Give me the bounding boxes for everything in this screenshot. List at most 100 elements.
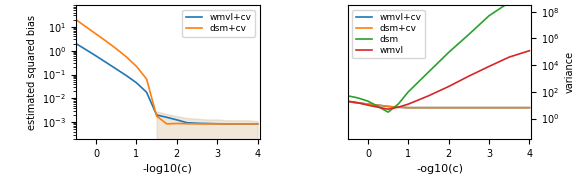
wmvl+cv — [405, 107, 412, 109]
wmvl — [425, 95, 432, 97]
Y-axis label: variance: variance — [565, 51, 575, 93]
wmvl+cv — [374, 104, 381, 106]
dsm — [395, 103, 402, 105]
wmvl — [385, 108, 392, 110]
dsm — [405, 91, 412, 93]
dsm+cv — [465, 107, 472, 109]
wmvl — [526, 50, 533, 52]
dsm — [354, 97, 361, 99]
dsm+cv — [214, 123, 221, 125]
wmvl+cv — [485, 107, 492, 109]
dsm — [506, 1, 513, 3]
wmvl — [506, 56, 513, 58]
wmvl+cv — [133, 82, 140, 84]
dsm — [374, 105, 381, 108]
dsm+cv — [344, 101, 351, 103]
wmvl+cv — [123, 75, 130, 77]
dsm+cv — [82, 26, 89, 28]
wmvl+cv — [526, 107, 533, 109]
dsm — [385, 111, 392, 113]
dsm — [344, 95, 351, 97]
dsm+cv — [374, 104, 381, 106]
wmvl — [395, 106, 402, 108]
wmvl+cv — [465, 107, 472, 109]
wmvl+cv — [103, 61, 110, 64]
dsm — [485, 15, 492, 17]
dsm+cv — [183, 123, 190, 125]
wmvl+cv — [254, 123, 261, 125]
dsm+cv — [485, 107, 492, 109]
dsm+cv — [133, 65, 140, 67]
dsm+cv — [526, 107, 533, 109]
dsm+cv — [123, 56, 130, 58]
dsm+cv — [244, 123, 251, 125]
wmvl+cv — [143, 91, 150, 93]
Line: wmvl+cv: wmvl+cv — [76, 43, 258, 124]
dsm+cv — [405, 107, 412, 109]
Line: dsm: dsm — [347, 2, 530, 112]
wmvl+cv — [385, 105, 392, 108]
wmvl+cv — [506, 107, 513, 109]
Line: wmvl+cv: wmvl+cv — [347, 102, 530, 108]
dsm — [526, 1, 533, 3]
wmvl+cv — [193, 122, 200, 124]
wmvl+cv — [234, 123, 241, 125]
wmvl+cv — [113, 68, 120, 70]
wmvl+cv — [445, 107, 452, 109]
wmvl+cv — [344, 101, 351, 103]
wmvl+cv — [204, 122, 211, 125]
wmvl+cv — [224, 123, 231, 125]
wmvl — [405, 103, 412, 105]
wmvl — [374, 106, 381, 108]
dsm+cv — [113, 48, 120, 50]
dsm+cv — [445, 107, 452, 109]
wmvl — [354, 102, 361, 104]
dsm+cv — [103, 40, 110, 42]
wmvl+cv — [173, 119, 180, 121]
wmvl — [445, 85, 452, 88]
dsm+cv — [93, 33, 100, 35]
wmvl+cv — [164, 116, 171, 118]
dsm+cv — [425, 107, 432, 109]
wmvl+cv — [425, 107, 432, 109]
dsm+cv — [254, 123, 261, 125]
wmvl — [364, 104, 371, 106]
Line: dsm+cv: dsm+cv — [76, 20, 258, 124]
dsm — [425, 71, 432, 73]
wmvl+cv — [72, 42, 79, 44]
dsm+cv — [364, 103, 371, 105]
dsm+cv — [204, 123, 211, 125]
dsm+cv — [193, 123, 200, 125]
wmvl — [344, 100, 351, 102]
wmvl+cv — [244, 123, 251, 125]
X-axis label: -og10(c): -og10(c) — [416, 164, 463, 174]
Line: wmvl: wmvl — [347, 51, 530, 109]
dsm+cv — [395, 106, 402, 108]
dsm+cv — [143, 78, 150, 80]
dsm+cv — [72, 19, 79, 21]
dsm+cv — [506, 107, 513, 109]
dsm — [364, 100, 371, 102]
wmvl — [485, 65, 492, 67]
wmvl — [465, 75, 472, 77]
dsm — [465, 33, 472, 35]
dsm — [445, 51, 452, 53]
dsm+cv — [385, 105, 392, 108]
dsm+cv — [224, 123, 231, 125]
Legend: wmvl+cv, dsm+cv, dsm, wmvl: wmvl+cv, dsm+cv, dsm, wmvl — [352, 10, 425, 59]
dsm+cv — [164, 123, 171, 125]
wmvl+cv — [183, 122, 190, 124]
dsm+cv — [173, 122, 180, 125]
Legend: wmvl+cv, dsm+cv: wmvl+cv, dsm+cv — [182, 10, 255, 37]
wmvl+cv — [395, 106, 402, 108]
dsm+cv — [234, 123, 241, 125]
Y-axis label: estimated squared bias: estimated squared bias — [27, 15, 37, 130]
wmvl+cv — [153, 114, 160, 116]
wmvl+cv — [364, 103, 371, 105]
wmvl+cv — [82, 49, 89, 51]
dsm+cv — [153, 115, 160, 117]
wmvl+cv — [93, 55, 100, 57]
dsm+cv — [354, 102, 361, 104]
X-axis label: -log10(c): -log10(c) — [143, 164, 193, 174]
wmvl+cv — [214, 123, 221, 125]
